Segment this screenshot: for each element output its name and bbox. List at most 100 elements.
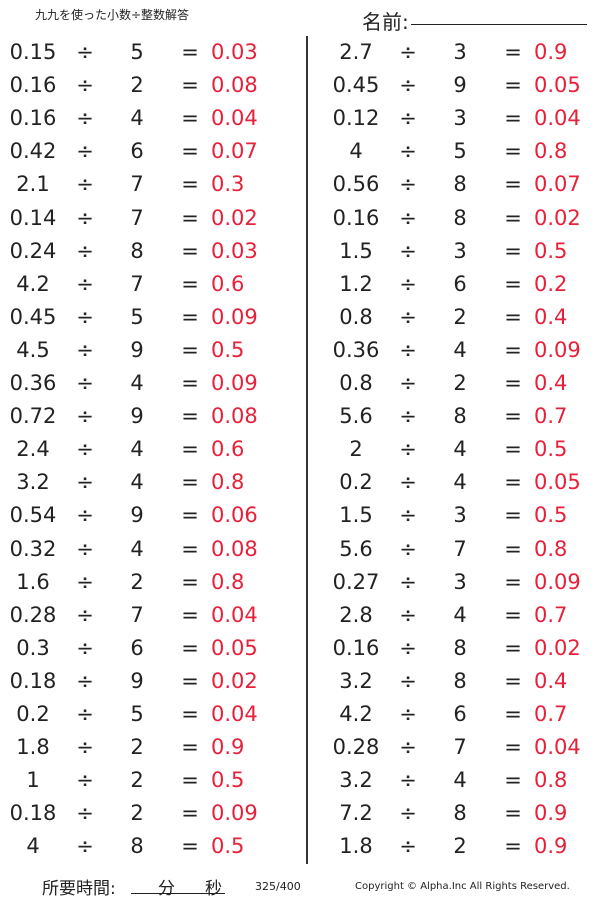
dividend: 5.6 xyxy=(339,536,373,561)
divisor: 8 xyxy=(453,205,467,230)
equals-sign: = xyxy=(181,238,199,263)
divisor: 4 xyxy=(130,106,144,131)
divide-sign: ÷ xyxy=(399,172,417,197)
divide-sign: ÷ xyxy=(76,569,94,594)
divisor: 2 xyxy=(130,768,144,793)
answer: 0.7 xyxy=(534,602,568,627)
divide-sign: ÷ xyxy=(399,205,417,230)
divisor: 7 xyxy=(130,205,144,230)
dividend: 1.8 xyxy=(339,834,373,859)
dividend: 0.24 xyxy=(9,238,57,263)
dividend: 3.2 xyxy=(339,768,373,793)
divisor: 5 xyxy=(130,304,144,329)
dividend: 1.6 xyxy=(16,569,50,594)
divide-sign: ÷ xyxy=(76,404,94,429)
answer: 0.08 xyxy=(211,73,258,98)
equals-sign: = xyxy=(504,172,522,197)
answer: 0.04 xyxy=(534,106,581,131)
divisor: 5 xyxy=(130,40,144,64)
dividend: 1.2 xyxy=(339,271,373,296)
divide-sign: ÷ xyxy=(76,702,94,726)
divide-sign: ÷ xyxy=(399,834,417,859)
dividend: 0.32 xyxy=(9,536,57,561)
divisor: 2 xyxy=(130,801,144,826)
divide-sign: ÷ xyxy=(76,73,94,98)
equals-sign: = xyxy=(181,768,199,793)
equals-sign: = xyxy=(504,602,522,627)
equals-sign: = xyxy=(504,470,522,495)
dividend: 0.54 xyxy=(9,503,57,528)
answer: 0.02 xyxy=(211,205,258,230)
divide-sign: ÷ xyxy=(76,172,94,197)
page-number: 325/400 xyxy=(255,880,301,893)
dividend: 2.1 xyxy=(16,172,50,197)
dividend: 2.4 xyxy=(16,437,50,462)
divisor: 4 xyxy=(453,470,467,495)
answer: 0.09 xyxy=(534,337,581,362)
equals-sign: = xyxy=(504,205,522,230)
answer: 0.05 xyxy=(211,635,258,660)
dividend: 4.2 xyxy=(339,702,373,726)
divide-sign: ÷ xyxy=(399,569,417,594)
equals-sign: = xyxy=(504,304,522,329)
dividend: 3.2 xyxy=(339,668,373,693)
equals-sign: = xyxy=(181,337,199,362)
dividend: 0.15 xyxy=(9,40,57,64)
equals-sign: = xyxy=(504,73,522,98)
divide-sign: ÷ xyxy=(399,271,417,296)
dividend: 0.28 xyxy=(332,735,380,760)
answer: 0.8 xyxy=(534,139,568,164)
equals-sign: = xyxy=(181,801,199,826)
dividend: 3.2 xyxy=(16,470,50,495)
dividend: 4.5 xyxy=(16,337,50,362)
divisor: 2 xyxy=(130,569,144,594)
divisor: 8 xyxy=(453,668,467,693)
divide-sign: ÷ xyxy=(399,470,417,495)
answer: 0.8 xyxy=(211,470,245,495)
answer: 0.06 xyxy=(211,503,258,528)
answer: 0.03 xyxy=(211,40,258,64)
divisor: 7 xyxy=(453,536,467,561)
equals-sign: = xyxy=(504,702,522,726)
dividend: 0.28 xyxy=(9,602,57,627)
dividend: 0.2 xyxy=(16,702,50,726)
divisor: 3 xyxy=(453,106,467,131)
dividend: 0.8 xyxy=(339,371,373,395)
dividend: 5.6 xyxy=(339,404,373,429)
divisor: 4 xyxy=(453,602,467,627)
equals-sign: = xyxy=(504,834,522,859)
copyright: Copyright © Alpha.Inc All Rights Reserve… xyxy=(355,881,570,892)
dividend: 0.16 xyxy=(9,73,57,98)
dividend: 0.27 xyxy=(332,569,380,594)
equals-sign: = xyxy=(504,40,522,64)
divisor: 2 xyxy=(453,371,467,395)
answer: 0.4 xyxy=(534,304,568,329)
divide-sign: ÷ xyxy=(399,503,417,528)
equals-sign: = xyxy=(181,503,199,528)
answer: 0.8 xyxy=(211,569,245,594)
divisor: 9 xyxy=(130,503,144,528)
equals-sign: = xyxy=(181,602,199,627)
divisor: 3 xyxy=(453,40,467,64)
answer: 0.8 xyxy=(534,768,568,793)
divide-sign: ÷ xyxy=(399,768,417,793)
equals-sign: = xyxy=(181,404,199,429)
divide-sign: ÷ xyxy=(399,437,417,462)
divide-sign: ÷ xyxy=(399,304,417,329)
dividend: 0.72 xyxy=(9,404,57,429)
divide-sign: ÷ xyxy=(76,139,94,164)
answer: 0.8 xyxy=(534,536,568,561)
divide-sign: ÷ xyxy=(76,40,94,64)
answer: 0.5 xyxy=(534,503,568,528)
minutes-label: 分 xyxy=(158,879,175,899)
equals-sign: = xyxy=(181,635,199,660)
dividend: 0.16 xyxy=(9,106,57,131)
answer: 0.5 xyxy=(534,238,568,263)
equals-sign: = xyxy=(504,635,522,660)
divisor: 9 xyxy=(130,668,144,693)
name-field-line xyxy=(411,24,587,25)
equals-sign: = xyxy=(181,172,199,197)
divisor: 3 xyxy=(453,503,467,528)
answer: 0.08 xyxy=(211,536,258,561)
dividend: 7.2 xyxy=(339,801,373,826)
